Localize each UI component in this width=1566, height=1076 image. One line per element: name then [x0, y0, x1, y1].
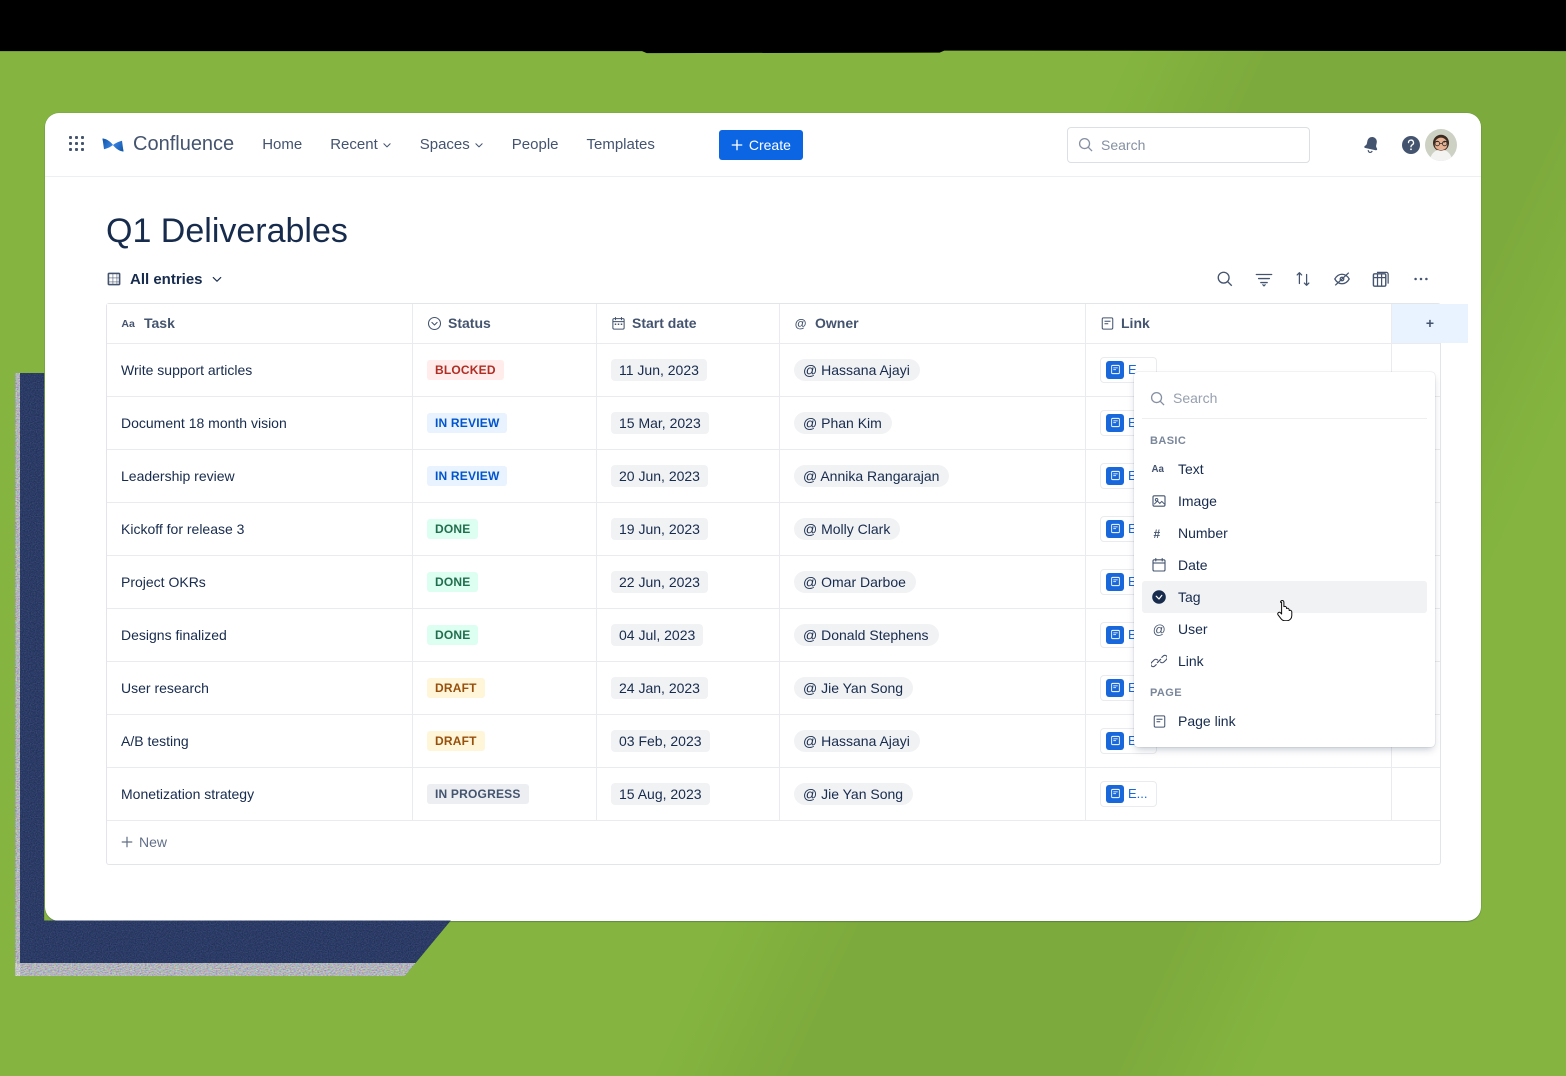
svg-text:Aa: Aa — [1152, 464, 1165, 475]
svg-text:Aa: Aa — [121, 318, 135, 330]
svg-text:#: # — [1153, 527, 1160, 541]
svg-text:@: @ — [1152, 622, 1165, 637]
svg-text:@: @ — [795, 316, 807, 330]
